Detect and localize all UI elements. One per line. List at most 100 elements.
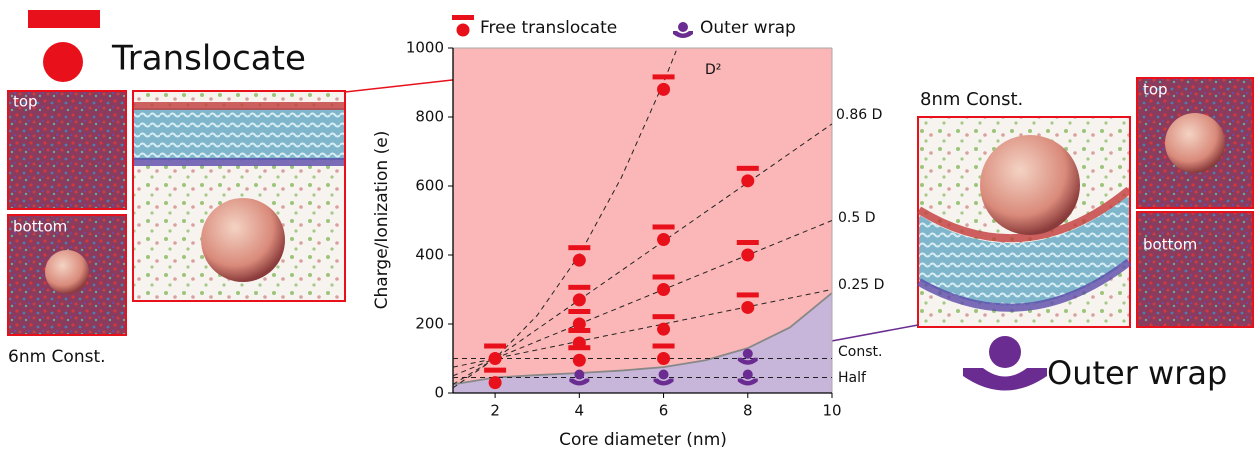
fit-label: D² [705, 62, 721, 78]
legend-item: Free translocate [452, 15, 617, 38]
marker-circle [657, 232, 671, 246]
marker-circle [456, 23, 470, 37]
y-tick-label: 0 [434, 384, 444, 402]
x-tick-label: 10 [822, 402, 841, 420]
marker-circle [657, 283, 671, 296]
left-label: Translocate [111, 39, 306, 79]
translocate-circle-icon [43, 42, 83, 82]
marker-bar [652, 274, 675, 280]
marker-circle [741, 248, 755, 262]
x-tick-label: 2 [490, 402, 500, 420]
y-tick-label: 400 [415, 246, 444, 264]
data-point [568, 245, 591, 267]
y-tick-label: 800 [415, 108, 444, 126]
legend-label: Outer wrap [700, 18, 796, 38]
boundary-line [452, 292, 833, 386]
data-point [737, 348, 758, 365]
fit-label: 0.25 D [838, 277, 884, 293]
legend-item: Outer wrap [673, 18, 796, 38]
fit-label: Half [838, 370, 867, 386]
marker-bar [568, 309, 591, 314]
marker-head [678, 22, 688, 32]
data-point [652, 274, 675, 296]
marker-bar [652, 224, 675, 230]
marker-cup [653, 378, 674, 386]
x-tick-label: 4 [575, 402, 585, 420]
marker-bar [652, 343, 675, 349]
x-tick-label: 6 [659, 402, 669, 420]
panel-label: top [13, 93, 38, 111]
marker-circle [741, 300, 755, 314]
marker-bar [568, 245, 591, 251]
marker-bar [484, 367, 507, 373]
region-translocate [453, 48, 832, 393]
panel-label: bottom [13, 218, 67, 236]
marker-head [742, 348, 753, 359]
panel-label: bottom [1143, 236, 1197, 254]
marker-circle [488, 352, 502, 365]
marker-circle [657, 82, 671, 96]
marker-bar [568, 284, 591, 290]
data-point [736, 292, 759, 314]
marker-circle [572, 317, 586, 331]
data-point [736, 240, 759, 262]
marker-bar [452, 15, 474, 20]
data-point [484, 343, 507, 365]
marker-circle [741, 174, 755, 188]
x-tick-label: 8 [743, 402, 753, 420]
right-top-panel: top [1136, 77, 1254, 209]
marker-bar [736, 165, 759, 171]
marker-bar [652, 314, 675, 320]
data-point [652, 314, 675, 336]
marker-bar [484, 343, 507, 349]
marker-cup [673, 31, 693, 38]
left-top-panel: top [7, 90, 127, 210]
right-bottom-panel: bottom [1136, 211, 1254, 328]
marker-head [742, 369, 753, 380]
x-axis-title: Core diameter (nm) [559, 430, 727, 450]
y-tick-label: 600 [415, 177, 444, 195]
marker-circle [572, 253, 586, 267]
left-bottom-panel: bottom [7, 214, 127, 336]
marker-circle [572, 353, 586, 367]
fit-line [453, 289, 832, 368]
right-caption: 8nm Const. [920, 89, 1023, 110]
fit-label: 0.86 D [836, 107, 882, 123]
region-outer-wrap [453, 292, 832, 393]
data-point [569, 369, 590, 386]
marker-cup [737, 378, 758, 386]
marker-bar [568, 327, 591, 333]
marker-cup [737, 357, 758, 365]
data-point [568, 284, 591, 307]
outer-wrap-icon [963, 336, 1047, 391]
marker-cup [569, 378, 590, 386]
legend-label: Free translocate [480, 18, 617, 38]
data-point [568, 345, 591, 367]
marker-head [574, 369, 585, 380]
y-axis-title: Charge/Ionization (e) [372, 131, 392, 310]
data-point [737, 369, 758, 386]
fit-label: Const. [838, 344, 882, 360]
data-point [652, 224, 675, 246]
data-point [484, 367, 507, 390]
left-side-panel [132, 90, 346, 302]
marker-circle [657, 322, 671, 336]
marker-bar [652, 74, 675, 80]
marker-circle [657, 352, 671, 365]
data-point [736, 165, 759, 188]
marker-bar [736, 240, 759, 245]
data-point [652, 74, 675, 96]
panel-label: top [1143, 81, 1168, 99]
marker-bar [568, 345, 591, 351]
data-point [568, 309, 591, 331]
translocate-bar-icon [28, 10, 100, 28]
data-point [653, 369, 674, 386]
y-tick-label: 200 [415, 315, 444, 333]
data-point [652, 343, 675, 365]
marker-bar [736, 292, 759, 298]
right-side-panel [916, 116, 1132, 328]
callout-line [344, 77, 471, 93]
y-tick-label: 1000 [406, 39, 444, 57]
marker-circle [488, 376, 502, 390]
